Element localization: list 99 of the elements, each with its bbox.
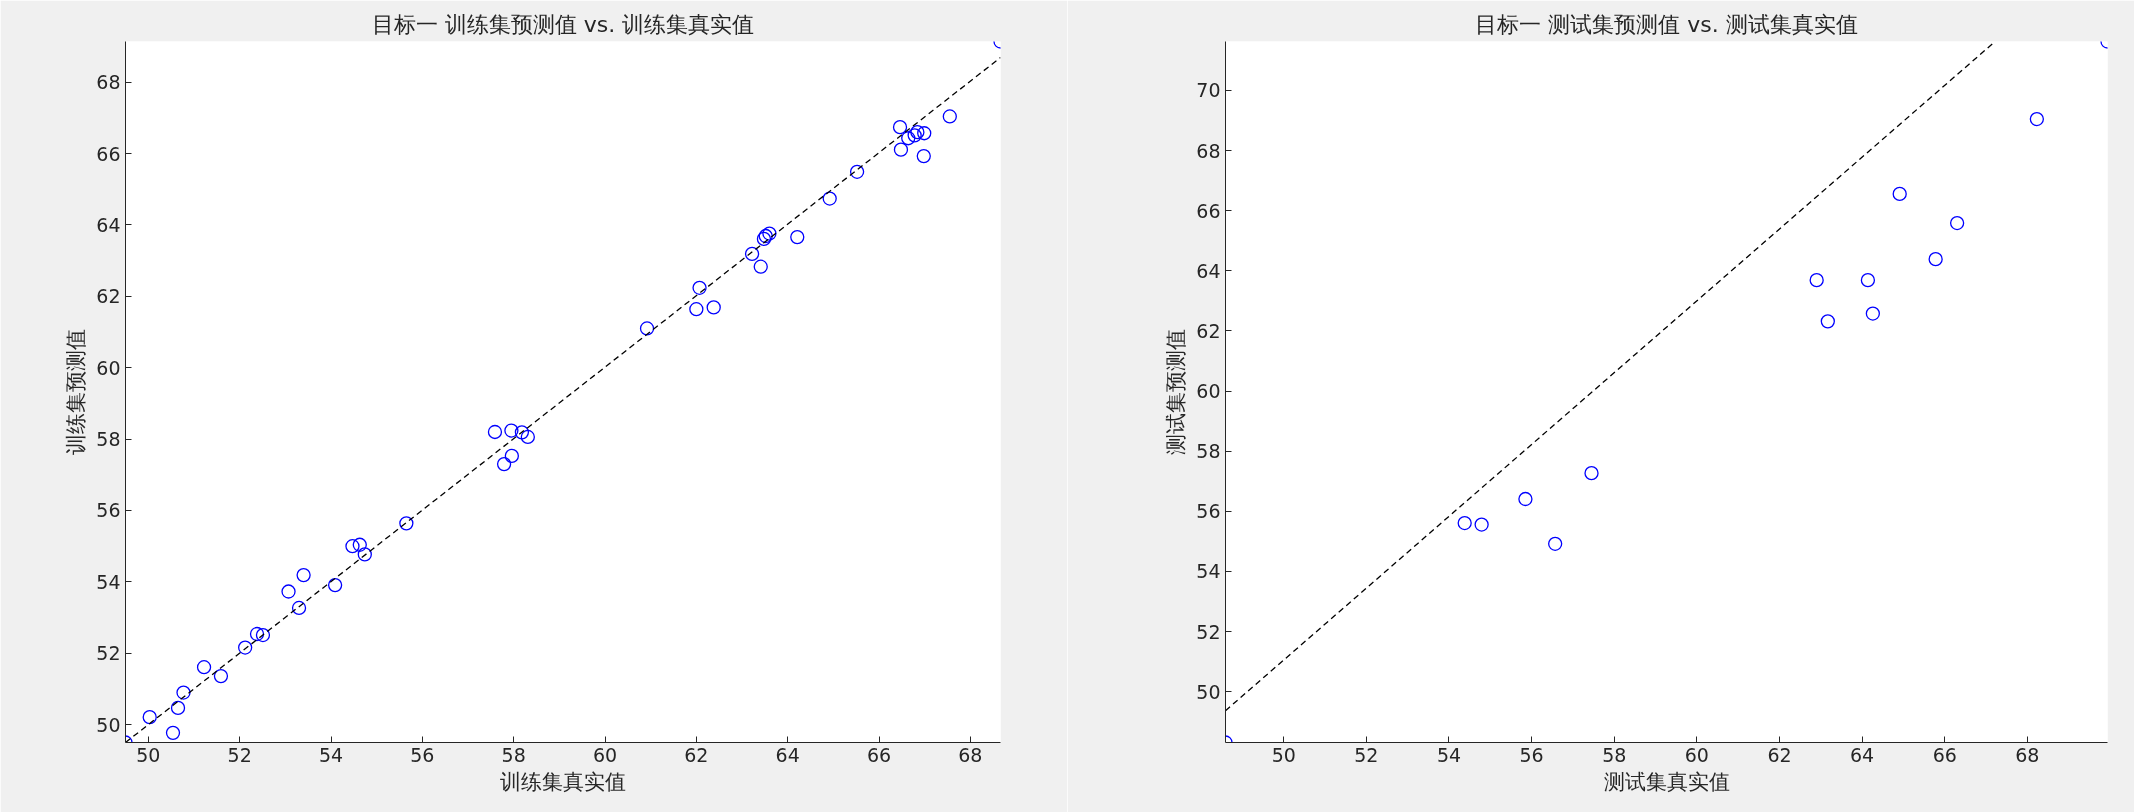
y-tick-label: 58 (1196, 440, 1221, 463)
point (689, 302, 704, 317)
y-tick-label: 52 (96, 642, 121, 665)
point (399, 516, 414, 531)
point (142, 710, 157, 725)
point (917, 126, 932, 141)
y-axis-title: 训练集预测值 (64, 329, 89, 455)
point (249, 626, 265, 642)
x-tick-label: 64 (1850, 743, 1875, 766)
point (514, 425, 530, 440)
point (1548, 536, 1563, 551)
point (753, 259, 768, 274)
point (822, 191, 837, 206)
point (165, 725, 181, 740)
x-tick-label: 64 (775, 743, 800, 766)
point (1584, 466, 1599, 481)
point (762, 226, 777, 241)
x-tick-label: 62 (1767, 743, 1792, 766)
point (849, 164, 865, 179)
point (352, 537, 367, 552)
point (1474, 517, 1489, 532)
y-tick-label: 70 (1196, 79, 1221, 102)
y-tick-label: 56 (1196, 500, 1221, 523)
point (213, 668, 229, 684)
point (790, 229, 805, 245)
point (487, 424, 503, 440)
point (327, 577, 343, 593)
y-tick-label: 58 (96, 428, 121, 451)
x-tick-label: 62 (684, 743, 709, 766)
point (281, 584, 296, 599)
x-tick-label: 50 (136, 743, 161, 766)
point (916, 148, 931, 164)
point (238, 640, 253, 655)
point (357, 547, 372, 562)
x-tick-label: 68 (958, 743, 983, 766)
point (639, 321, 655, 336)
point (1860, 273, 1876, 288)
y-tick-label: 64 (1196, 259, 1221, 282)
x-tick-label: 58 (1602, 743, 1627, 766)
x-tick-label: 60 (1684, 743, 1709, 766)
point (520, 429, 535, 445)
point (255, 627, 271, 643)
point (942, 109, 957, 124)
point (296, 567, 311, 583)
x-tick-label: 54 (318, 743, 344, 766)
x-axis-title: 测试集真实值 (1603, 769, 1730, 794)
point (1892, 186, 1907, 202)
point (1820, 314, 1835, 329)
point (692, 280, 707, 295)
point (170, 700, 186, 716)
point (1949, 215, 1965, 231)
point (1928, 252, 1943, 267)
y-tick-label: 62 (96, 285, 121, 308)
y-tick-label: 66 (1196, 199, 1221, 222)
x-axis-title: 训练集真实值 (500, 769, 626, 794)
chart-title: 目标一 训练集预测值 vs. 训练集真实值 (371, 11, 755, 37)
y-tick-label: 56 (96, 499, 121, 522)
point (893, 142, 909, 157)
x-tick-label: 60 (592, 743, 618, 766)
y-tick-label: 62 (1196, 319, 1221, 342)
point (1865, 306, 1880, 321)
point (345, 539, 360, 554)
x-tick-label: 58 (501, 743, 526, 766)
point (706, 300, 721, 315)
point (176, 685, 191, 700)
point (1518, 491, 1533, 507)
point (892, 120, 908, 135)
x-tick-label: 50 (1271, 743, 1296, 766)
x-tick-label: 68 (2015, 743, 2040, 766)
y-tick-label: 64 (96, 213, 121, 236)
point (504, 448, 519, 464)
point (2029, 111, 2045, 127)
x-tick-label: 52 (1354, 743, 1379, 766)
x-tick-label: 52 (227, 743, 252, 766)
point (1457, 515, 1472, 531)
x-tick-label: 56 (410, 743, 435, 766)
y-tick-label: 50 (96, 713, 121, 736)
x-tick-label: 54 (1436, 743, 1462, 766)
point (744, 246, 760, 262)
x-tick-label: 66 (1932, 743, 1957, 766)
point (504, 423, 519, 438)
y-tick-label: 66 (96, 142, 121, 165)
y-tick-label: 54 (96, 570, 121, 593)
y-tick-label: 50 (1196, 680, 1221, 703)
y-axis-title: 测试集预测值 (1164, 329, 1189, 455)
y-tick-label: 68 (1196, 139, 1221, 162)
x-tick-label: 66 (866, 743, 892, 766)
chart-title: 目标一 测试集预测值 vs. 测试集真实值 (1475, 11, 1858, 37)
point (1809, 273, 1824, 288)
y-tick-label: 54 (1196, 560, 1221, 583)
y-tick-label: 60 (1196, 380, 1221, 403)
point (291, 600, 307, 616)
point (196, 660, 212, 675)
y-tick-label: 68 (96, 71, 121, 94)
y-tick-label: 60 (96, 356, 121, 379)
point (496, 456, 512, 472)
point (901, 131, 916, 146)
y-tick-label: 52 (1196, 620, 1221, 643)
x-tick-label: 56 (1519, 743, 1544, 766)
